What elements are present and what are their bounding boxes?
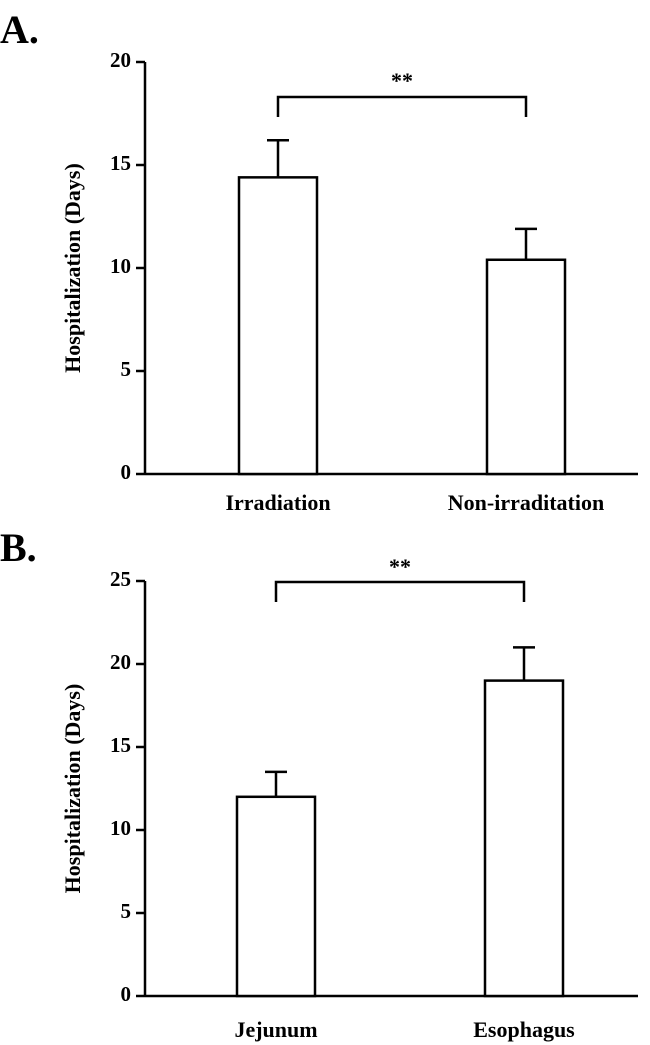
- bar-irradiation: [237, 176, 319, 476]
- y-tick-label: 0: [121, 982, 132, 1006]
- y-tick-label: 15: [110, 733, 131, 757]
- y-tick-label: 10: [110, 254, 131, 278]
- significance-label: **: [389, 554, 411, 579]
- y-tick-label: 15: [110, 151, 131, 175]
- y-tick-label: 5: [121, 357, 132, 381]
- category-label: Esophagus: [473, 1017, 575, 1042]
- panel-a: A. 0 5 10 15 20 Hospitalization (Days) Irradiat…: [0, 7, 638, 515]
- y-tick-label: 20: [110, 48, 131, 72]
- bar-non-irraditation: [485, 258, 567, 476]
- significance-label: **: [391, 68, 413, 93]
- category-label: Non-irraditation: [448, 490, 604, 515]
- y-tick-label: 0: [121, 460, 132, 484]
- y-tick-label: 10: [110, 816, 131, 840]
- y-tick-label: 25: [110, 567, 131, 591]
- panel-label: B.: [0, 525, 37, 570]
- category-label: Jejunum: [234, 1017, 317, 1042]
- y-tick-label: 20: [110, 650, 131, 674]
- category-label: Irradiation: [225, 490, 330, 515]
- significance-bracket: [276, 95, 528, 117]
- bar-jejunum: [235, 795, 317, 998]
- y-axis-label: Hospitalization (Days): [60, 684, 85, 894]
- y-axis-label: Hospitalization (Days): [60, 163, 85, 373]
- panel-b: B. 0 5 10 15 20 25 Hospitalization (Days) Jejunu…: [0, 525, 638, 1042]
- significance-bracket: [274, 580, 526, 602]
- y-tick-label: 5: [121, 899, 132, 923]
- panel-label: A.: [0, 7, 39, 52]
- bar-esophagus: [483, 679, 565, 998]
